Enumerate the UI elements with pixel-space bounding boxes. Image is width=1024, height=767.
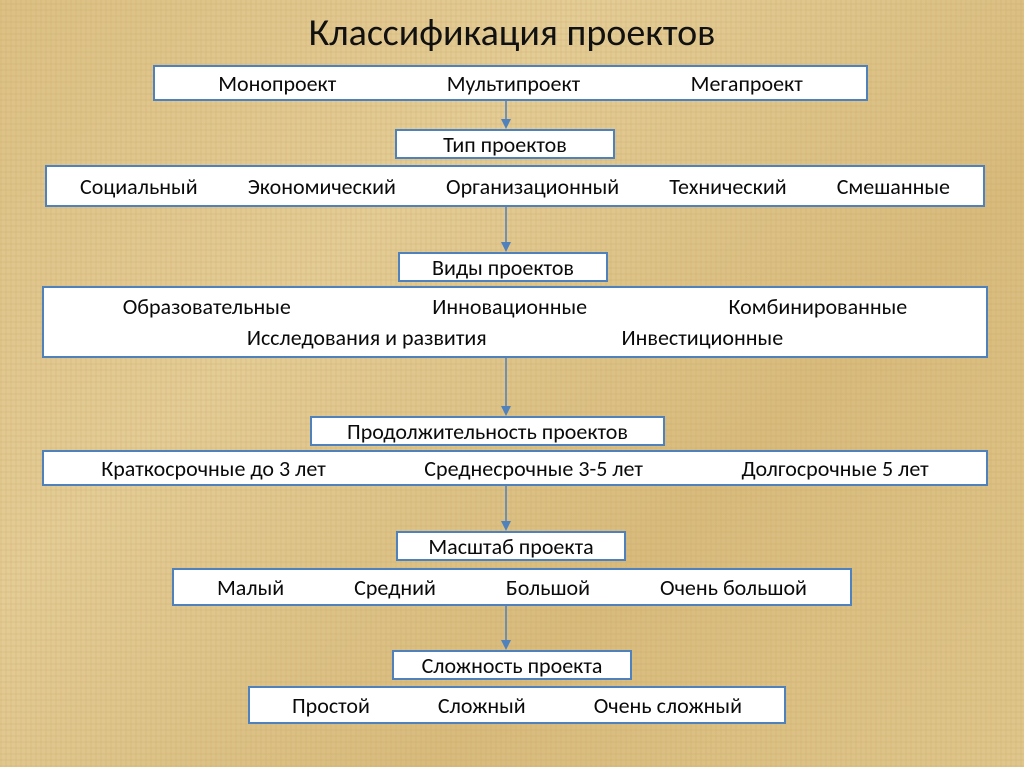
- diagram-content: Классификация проектов Монопроект Мульти…: [0, 0, 1024, 767]
- arrows-layer: [0, 0, 1024, 767]
